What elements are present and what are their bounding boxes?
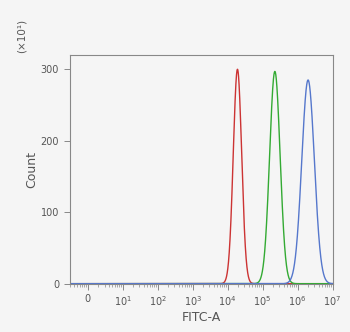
Text: (×10¹): (×10¹) [17,19,27,53]
X-axis label: FITC-A: FITC-A [181,311,221,324]
Y-axis label: Count: Count [25,151,38,188]
